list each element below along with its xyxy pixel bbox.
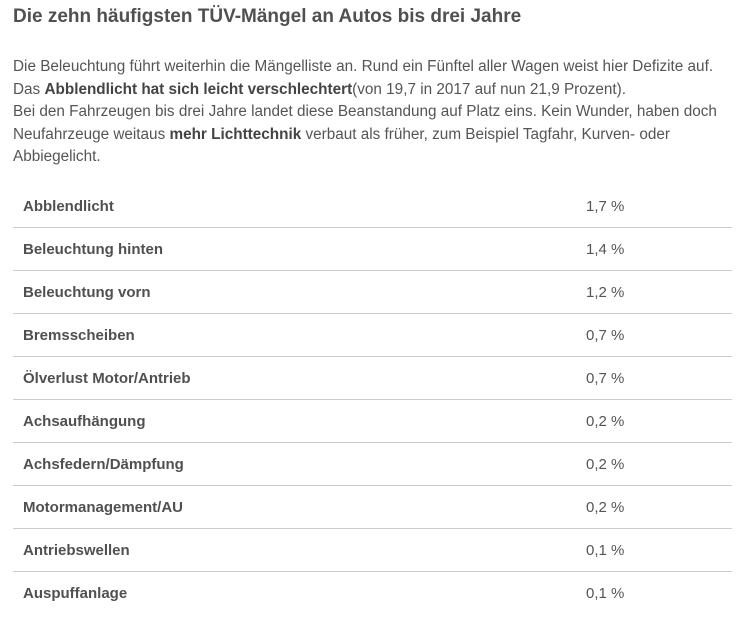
defect-name: Beleuchtung hinten	[13, 227, 576, 271]
intro-text: verbaut als früher, zum Beispiel Tagfahr…	[13, 125, 670, 166]
defect-name: Achsfedern/Dämpfung	[13, 442, 576, 486]
defect-rate: 0,1 %	[576, 528, 732, 572]
defect-name: Achsaufhängung	[13, 399, 576, 443]
table-row: Beleuchtung hinten 1,4 %	[13, 227, 732, 271]
table-row: Antriebswellen 0,1 %	[13, 528, 732, 572]
table-row: Motormanagement/AU 0,2 %	[13, 485, 732, 529]
intro-bold: Abblendlicht hat sich leicht verschlecht…	[44, 80, 353, 98]
table-row: Bremsscheiben 0,7 %	[13, 313, 732, 357]
defect-name: Abblendlicht	[13, 185, 576, 228]
defect-name: Bremsscheiben	[13, 313, 576, 357]
intro-bold: mehr Lichttechnik	[169, 125, 302, 143]
defect-rate: 0,7 %	[576, 356, 732, 400]
intro-text: (von 19,7 in 2017 auf nun 21,9 Prozent).	[352, 80, 627, 98]
defect-rate: 0,2 %	[576, 442, 732, 486]
intro-text: Die Beleuchtung führt weiterhin die Mäng…	[13, 58, 714, 98]
intro-paragraph: Die Beleuchtung führt weiterhin die Mäng…	[13, 56, 738, 169]
page-title: Die zehn häufigsten TÜV-Mängel an Autos …	[13, 6, 522, 27]
defect-rate: 0,1 %	[586, 584, 625, 602]
table-row: Abblendlicht 1,7 %	[13, 185, 732, 228]
defect-name: Antriebswellen	[13, 528, 576, 572]
table-row: Beleuchtung vorn 1,2 %	[13, 270, 732, 314]
table-row: Achsaufhängung 0,2 %	[13, 399, 732, 443]
defect-rate: 1,7 %	[576, 185, 732, 228]
intro-text: Bei den Fahrzeugen bis drei Jahre landet…	[13, 103, 717, 143]
defect-name: Ölverlust Motor/Antrieb	[13, 356, 576, 400]
defects-table: Abblendlicht 1,7 % Beleuchtung hinten 1,4 %…	[13, 185, 732, 614]
defect-name: Motormanagement/AU	[13, 485, 576, 529]
defect-name: Beleuchtung vorn	[13, 270, 576, 314]
defect-rate: 0,7 %	[576, 313, 732, 357]
table-row: Achsfedern/Dämpfung 0,2 %	[13, 442, 732, 486]
table-row: Ölverlust Motor/Antrieb 0,7 %	[13, 356, 732, 400]
defect-rate: 0,2 %	[576, 485, 732, 529]
defect-rate: 0,2 %	[576, 399, 732, 443]
defect-name: Auspuffanlage	[23, 584, 128, 602]
defect-rate: 1,4 %	[576, 227, 732, 271]
table-row: Auspuffanlage 0,1 %	[13, 572, 732, 615]
defect-rate: 1,2 %	[576, 270, 732, 314]
